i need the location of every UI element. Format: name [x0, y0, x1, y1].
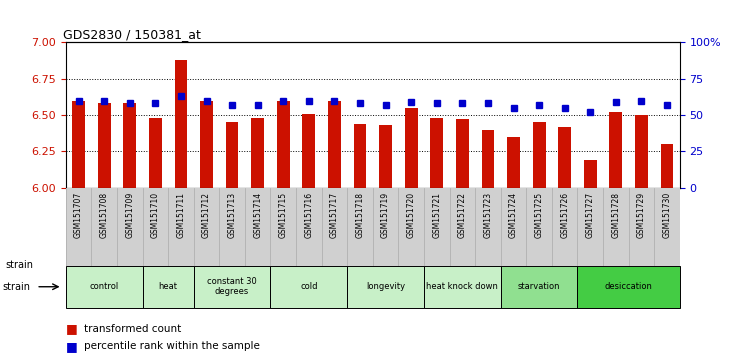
- Bar: [424, 266, 501, 308]
- Bar: [143, 266, 194, 308]
- Text: GSM151720: GSM151720: [406, 192, 416, 238]
- Text: GSM151729: GSM151729: [637, 192, 646, 238]
- Bar: [507, 137, 520, 188]
- Text: GSM151712: GSM151712: [202, 192, 211, 238]
- Bar: [577, 266, 680, 308]
- Text: desiccation: desiccation: [605, 282, 653, 291]
- Bar: [277, 101, 289, 188]
- Bar: [72, 101, 85, 188]
- Text: GSM151716: GSM151716: [304, 192, 314, 238]
- Text: heat: heat: [159, 282, 178, 291]
- Bar: [558, 127, 571, 188]
- Bar: [456, 119, 469, 188]
- Text: heat knock down: heat knock down: [426, 282, 499, 291]
- Text: GSM151707: GSM151707: [74, 192, 83, 238]
- Text: GSM151717: GSM151717: [330, 192, 339, 238]
- Bar: [270, 266, 347, 308]
- Bar: [482, 130, 494, 188]
- Text: ■: ■: [66, 322, 77, 335]
- Bar: [66, 266, 143, 308]
- Text: GSM151710: GSM151710: [151, 192, 160, 238]
- Bar: [431, 118, 443, 188]
- Bar: [405, 108, 417, 188]
- Text: GSM151719: GSM151719: [381, 192, 390, 238]
- Bar: [584, 160, 596, 188]
- Bar: [98, 103, 110, 188]
- Bar: [354, 124, 366, 188]
- Bar: [635, 115, 648, 188]
- Bar: [661, 144, 673, 188]
- Text: strain: strain: [2, 282, 31, 292]
- Text: longevity: longevity: [366, 282, 405, 291]
- Bar: [328, 101, 341, 188]
- Text: GSM151724: GSM151724: [509, 192, 518, 238]
- Text: GDS2830 / 150381_at: GDS2830 / 150381_at: [63, 28, 200, 41]
- Text: strain: strain: [6, 261, 34, 270]
- Text: ■: ■: [66, 340, 77, 353]
- Text: constant 30
degrees: constant 30 degrees: [207, 277, 257, 296]
- Text: GSM151715: GSM151715: [279, 192, 288, 238]
- Bar: [379, 125, 392, 188]
- Text: GSM151728: GSM151728: [611, 192, 621, 238]
- Bar: [533, 122, 545, 188]
- Bar: [347, 266, 424, 308]
- Text: GSM151727: GSM151727: [586, 192, 595, 238]
- Bar: [200, 101, 213, 188]
- Bar: [194, 266, 270, 308]
- Bar: [303, 114, 315, 188]
- Text: GSM151718: GSM151718: [355, 192, 365, 238]
- Text: starvation: starvation: [518, 282, 561, 291]
- Text: GSM151723: GSM151723: [483, 192, 493, 238]
- Text: GSM151708: GSM151708: [99, 192, 109, 238]
- Text: GSM151713: GSM151713: [227, 192, 237, 238]
- Text: GSM151714: GSM151714: [253, 192, 262, 238]
- Text: cold: cold: [300, 282, 317, 291]
- Text: GSM151722: GSM151722: [458, 192, 467, 238]
- Bar: [251, 118, 264, 188]
- Text: control: control: [89, 282, 119, 291]
- Text: GSM151730: GSM151730: [662, 192, 672, 238]
- Bar: [226, 122, 238, 188]
- Text: GSM151709: GSM151709: [125, 192, 135, 238]
- Bar: [501, 266, 577, 308]
- Text: transformed count: transformed count: [84, 324, 181, 333]
- Text: GSM151711: GSM151711: [176, 192, 186, 238]
- Bar: [124, 103, 136, 188]
- Text: GSM151721: GSM151721: [432, 192, 442, 238]
- Text: percentile rank within the sample: percentile rank within the sample: [84, 341, 260, 351]
- Bar: [175, 60, 187, 188]
- Bar: [610, 112, 622, 188]
- Text: GSM151726: GSM151726: [560, 192, 569, 238]
- Bar: [149, 118, 162, 188]
- Text: GSM151725: GSM151725: [534, 192, 544, 238]
